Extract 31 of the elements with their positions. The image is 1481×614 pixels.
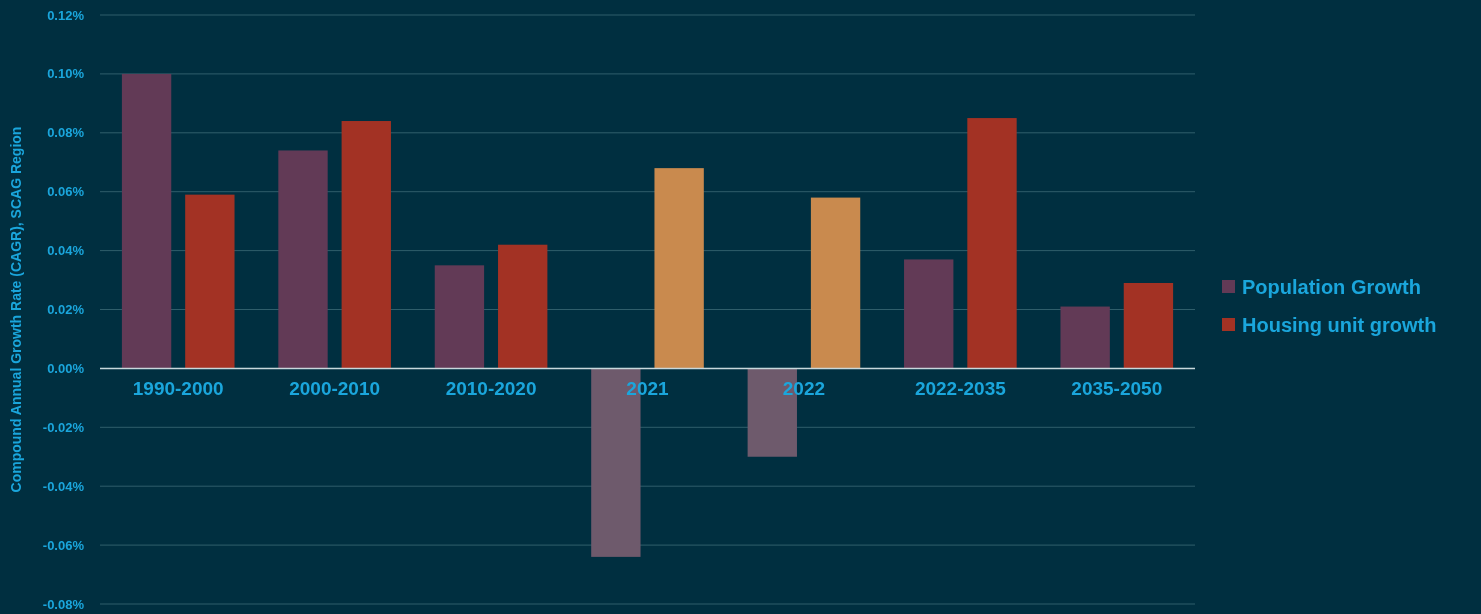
bar (1060, 306, 1110, 369)
y-tick-label: 0.12% (47, 7, 85, 23)
y-tick-label: -0.08% (42, 596, 85, 612)
bar (121, 73, 172, 369)
legend-label: Housing unit growth (1242, 314, 1437, 336)
bar (278, 150, 328, 369)
bar (904, 259, 954, 369)
bar (654, 168, 704, 369)
bar (434, 265, 485, 369)
bar (498, 244, 548, 369)
x-tick-label: 2022-2035 (914, 378, 1007, 400)
x-tick-label: 2035-2050 (1071, 378, 1163, 400)
bar (1123, 283, 1174, 369)
legend-label: Population Growth (1242, 276, 1421, 298)
y-tick-label: 0.08% (47, 125, 85, 141)
y-tick-label: -0.02% (42, 419, 85, 435)
x-tick-label: 2000-2010 (289, 378, 381, 400)
bar (341, 121, 391, 369)
y-tick-label: -0.04% (42, 478, 85, 494)
x-tick-label: 2010-2020 (445, 378, 537, 400)
y-tick-label: 0.10% (47, 66, 85, 82)
y-tick-label: 0.04% (47, 243, 85, 259)
y-axis-title: Compound Annual Growth Rate (CAGR), SCAG Region (8, 126, 24, 493)
y-tick-label: -0.06% (42, 537, 85, 553)
bar (185, 194, 235, 369)
x-tick-label: 1990-2000 (132, 378, 224, 400)
y-tick-label: 0.02% (47, 302, 85, 318)
y-tick-label: 0.00% (47, 360, 85, 376)
y-tick-label: 0.06% (47, 184, 85, 200)
bar (967, 118, 1017, 369)
bar (810, 197, 861, 369)
